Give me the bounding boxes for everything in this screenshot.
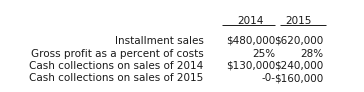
Text: 2015: 2015	[285, 16, 311, 26]
Text: $130,000: $130,000	[226, 61, 276, 71]
Text: $240,000: $240,000	[274, 61, 323, 71]
Text: 2014: 2014	[237, 16, 263, 26]
Text: $620,000: $620,000	[274, 36, 323, 46]
Text: $160,000: $160,000	[274, 73, 323, 83]
Text: 25%: 25%	[252, 49, 276, 59]
Text: Cash collections on sales of 2014: Cash collections on sales of 2014	[29, 61, 203, 71]
Text: Cash collections on sales of 2015: Cash collections on sales of 2015	[29, 73, 203, 83]
Text: -0-: -0-	[261, 73, 276, 83]
Text: Installment sales: Installment sales	[115, 36, 203, 46]
Text: $480,000: $480,000	[226, 36, 276, 46]
Text: 28%: 28%	[300, 49, 323, 59]
Text: Gross profit as a percent of costs: Gross profit as a percent of costs	[31, 49, 203, 59]
